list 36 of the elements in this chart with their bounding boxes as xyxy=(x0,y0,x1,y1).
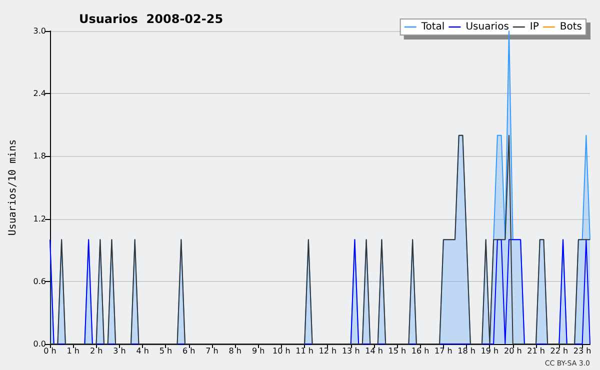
x-tick-label: 3 h xyxy=(113,346,126,356)
x-tick-label: 22 h xyxy=(550,346,568,356)
x-tick-label: 9 h xyxy=(252,346,265,356)
y-tick-label: 0.6 xyxy=(33,276,46,286)
x-tick-label: 7 h xyxy=(206,346,218,356)
x-tick-label: 13 h xyxy=(342,346,360,356)
x-tick-label: 6 h xyxy=(182,346,196,356)
legend-label: Total xyxy=(420,22,445,32)
x-tick-label: 16 h xyxy=(411,346,430,356)
x-tick-label: 17 h xyxy=(434,346,452,356)
legend-label: Bots xyxy=(560,22,582,32)
x-tick-label: 12 h xyxy=(318,346,337,356)
x-tick-label: 5 h xyxy=(159,346,172,356)
chart-title: Usuarios 2008-02-25 xyxy=(79,12,224,26)
x-tick-label: 2 h xyxy=(90,346,103,356)
x-tick-label: 20 h xyxy=(504,346,522,356)
x-tick-label: 1 h xyxy=(66,346,80,356)
x-tick-label: 14 h xyxy=(365,346,383,356)
y-tick-label: 0.0 xyxy=(33,340,46,348)
x-tick-label: 10 h xyxy=(272,346,290,356)
x-tick-label: 15 h xyxy=(388,346,406,356)
x-tick-label: 0 h xyxy=(44,346,56,356)
y-tick-label: 1.2 xyxy=(33,214,46,224)
x-tick-label: 8 h xyxy=(228,346,242,356)
y-tick-label: 3.0 xyxy=(33,26,46,36)
x-tick-label: 18 h xyxy=(458,346,476,356)
x-tick-label: 19 h xyxy=(480,346,499,356)
legend-label: Usuarios xyxy=(466,22,509,32)
x-tick-label: 11 h xyxy=(296,346,314,356)
x-tick-label: 21 h xyxy=(527,346,545,356)
x-tick-label: 23 h xyxy=(573,346,592,356)
y-tick-label: 2.4 xyxy=(33,89,46,98)
y-axis-title: Usuarios/10 mins xyxy=(8,139,18,236)
legend-label: IP xyxy=(530,22,539,32)
x-tick-label: 4 h xyxy=(136,346,149,356)
y-tick-label: 1.8 xyxy=(33,152,46,161)
